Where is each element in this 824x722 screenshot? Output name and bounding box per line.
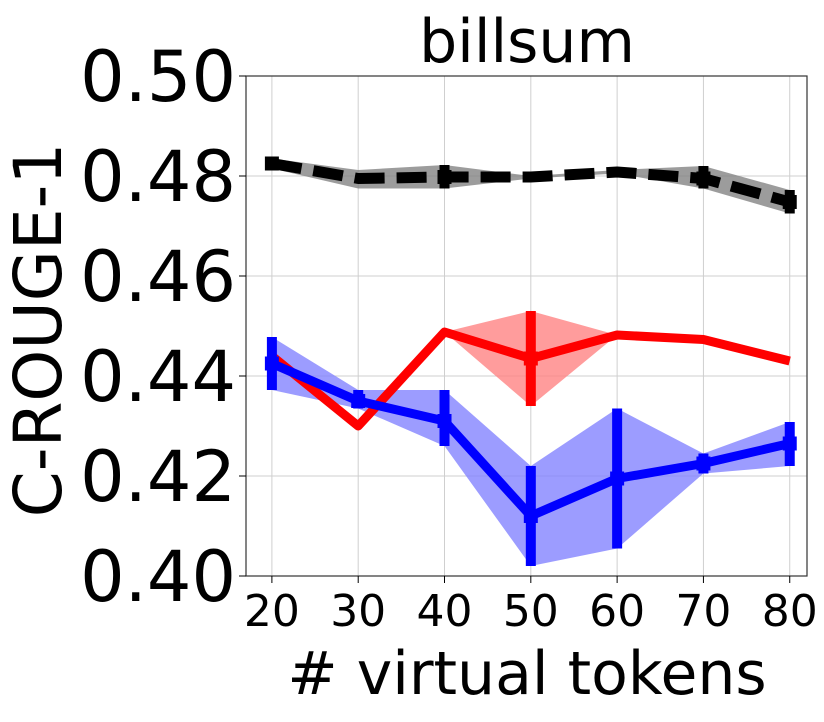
y-axis-ticks: 0.40 0.42 0.44 0.46 0.48 0.50 (80, 36, 246, 618)
series-3-point (437, 414, 452, 428)
series-3-point (264, 356, 279, 371)
y-tick-label: 0.42 (80, 436, 236, 518)
series-1-point (696, 171, 711, 186)
x-tick-label: 40 (417, 586, 473, 637)
series-3-point (696, 456, 711, 471)
x-tick-label: 20 (244, 586, 300, 637)
y-tick-label: 0.48 (80, 136, 236, 218)
series-3-point (782, 436, 797, 451)
x-tick-label: 50 (503, 586, 559, 637)
error-bars (264, 156, 797, 566)
x-tick-label: 80 (762, 586, 818, 637)
y-axis-label: C-ROUGE-1 (0, 143, 77, 518)
series-3-point (351, 394, 366, 408)
series-3-point (523, 509, 538, 523)
x-axis-ticks: 20 30 40 50 60 70 80 (244, 576, 818, 637)
series-2-point (523, 351, 538, 366)
y-tick-label: 0.40 (80, 536, 236, 618)
y-tick-label: 0.44 (80, 336, 236, 418)
y-tick-label: 0.50 (80, 36, 236, 118)
series-1-point (782, 195, 797, 209)
series-1-point (264, 156, 279, 171)
series-3-point (610, 471, 625, 486)
series-3-band (271, 337, 790, 566)
y-tick-label: 0.46 (80, 236, 236, 318)
plot-frame (245, 75, 808, 577)
series-1-point (437, 170, 452, 184)
x-axis-label: # virtual tokens (287, 639, 766, 709)
x-tick-label: 70 (675, 586, 731, 637)
x-tick-label: 60 (589, 586, 645, 637)
x-tick-label: 30 (330, 586, 386, 637)
chart-title: billsum (419, 7, 635, 77)
